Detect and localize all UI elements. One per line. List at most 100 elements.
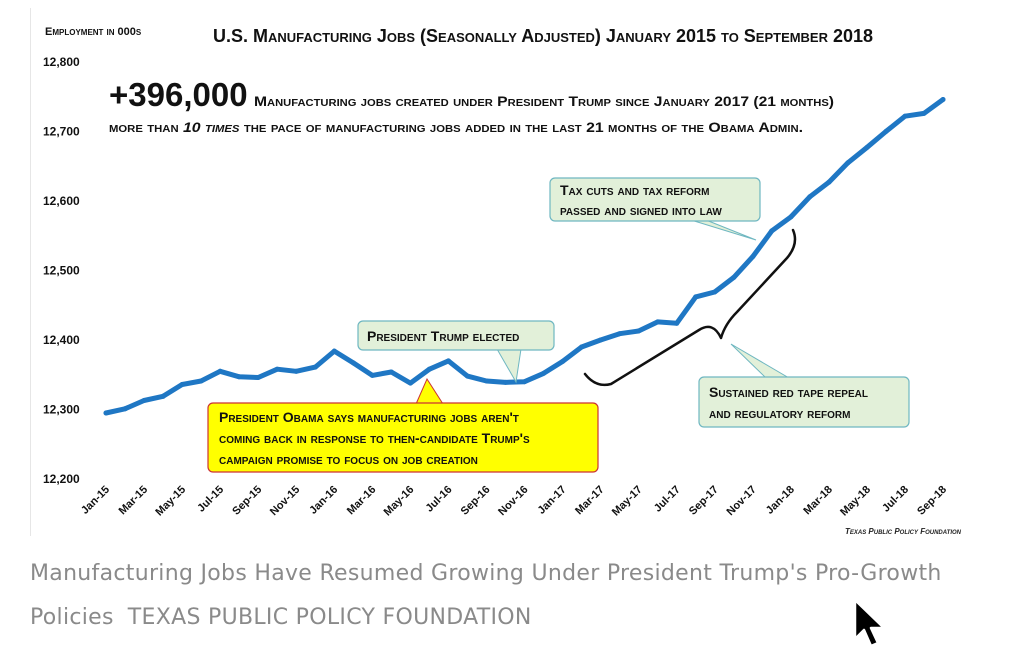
headline-line-2: more than 10 times the pace of manufactu… bbox=[109, 119, 803, 135]
x-tick-label: Mar-15 bbox=[117, 484, 151, 518]
x-tick-label: Jul-16 bbox=[424, 484, 455, 515]
y-tick-label: 12,800 bbox=[43, 55, 80, 69]
data-point bbox=[579, 344, 585, 350]
caption-source: TEXAS PUBLIC POLICY FOUNDATION bbox=[127, 605, 532, 630]
data-point bbox=[560, 359, 565, 364]
data-point bbox=[484, 378, 489, 384]
data-point bbox=[883, 129, 889, 134]
data-point bbox=[674, 320, 680, 326]
y-tick-label: 12,200 bbox=[43, 472, 80, 486]
y-tick-label: 12,500 bbox=[43, 264, 80, 278]
source-note: Texas Public Policy Foundation bbox=[845, 527, 962, 536]
callout-tax-pointer bbox=[690, 219, 757, 241]
x-tick-label: Jan-15 bbox=[79, 484, 112, 517]
data-point bbox=[122, 406, 128, 412]
data-point bbox=[331, 348, 337, 354]
callout-tax-line-2: passed and signed into law bbox=[560, 202, 722, 218]
callout-redtape-line-2: and regulatory reform bbox=[709, 405, 850, 421]
x-tick-label: Mar-18 bbox=[801, 484, 835, 518]
data-point bbox=[826, 179, 832, 185]
brace-path bbox=[583, 228, 797, 387]
data-point bbox=[198, 378, 204, 384]
data-point bbox=[464, 373, 470, 379]
callout-obama-line-2: coming back in response to then-candidat… bbox=[219, 430, 530, 446]
callout-elected-box bbox=[357, 320, 555, 351]
callout-tax-line-1: Tax cuts and tax reform bbox=[560, 182, 709, 198]
callout-redtape-box bbox=[698, 376, 910, 428]
x-tick-label: Mar-16 bbox=[345, 484, 379, 518]
data-point bbox=[902, 113, 908, 119]
callout-elected-pointer bbox=[496, 348, 522, 384]
data-point bbox=[712, 289, 718, 295]
x-tick-label: Sep-15 bbox=[230, 484, 264, 518]
data-point bbox=[693, 294, 699, 300]
headline-line-2-emphasis: 10 times bbox=[183, 119, 240, 135]
callout-obama-line-3: campaign promise to focus on job creatio… bbox=[219, 451, 478, 467]
series-line-manufacturing-jobs bbox=[103, 97, 946, 416]
data-point bbox=[503, 379, 508, 385]
data-point bbox=[807, 194, 813, 200]
series-points bbox=[103, 97, 946, 416]
data-point bbox=[236, 374, 242, 380]
x-tick-label: Jul-15 bbox=[195, 484, 226, 515]
y-axis: 12,200 12,300 12,400 12,500 12,600 12,700 12,8… bbox=[43, 55, 80, 486]
data-point bbox=[407, 380, 413, 386]
figure-caption: Manufacturing Jobs Have Resumed Growing … bbox=[30, 552, 960, 640]
annotation-brace bbox=[583, 228, 797, 387]
x-tick-label: May-16 bbox=[382, 484, 417, 519]
x-tick-label: Jan-18 bbox=[764, 484, 797, 517]
callout-obama-line-1: President Obama says manufacturing jobs … bbox=[219, 409, 519, 425]
x-tick-label: Mar-17 bbox=[573, 484, 607, 518]
callout-trump-elected: President Trump elected bbox=[357, 320, 555, 384]
data-point bbox=[940, 97, 946, 102]
y-tick-label: 12,300 bbox=[43, 403, 80, 417]
data-point bbox=[274, 366, 280, 372]
callout-tax-reform: Tax cuts and tax reform passed and signe… bbox=[549, 177, 761, 241]
x-tick-label: Nov-16 bbox=[496, 484, 530, 518]
headline-line-1: Manufacturing jobs created under Preside… bbox=[254, 93, 834, 109]
data-point bbox=[864, 145, 870, 150]
data-point bbox=[217, 368, 223, 374]
chart-title: U.S. Manufacturing Jobs (Seasonally Adju… bbox=[213, 26, 873, 46]
headline-line-2-post: the pace of manufacturing jobs added in … bbox=[239, 119, 803, 135]
data-point bbox=[541, 370, 546, 376]
x-tick-label: Jan-16 bbox=[307, 484, 340, 517]
data-point bbox=[522, 379, 527, 385]
callout-red-tape: Sustained red tape repeal and regulatory… bbox=[698, 343, 910, 428]
data-point bbox=[179, 382, 185, 387]
data-point bbox=[160, 393, 166, 399]
y-tick-label: 12,600 bbox=[43, 194, 80, 208]
data-point bbox=[617, 331, 623, 337]
chart-figure: Employment in 000s U.S. Manufacturing Jo… bbox=[30, 8, 967, 536]
x-tick-label: Nov-17 bbox=[724, 484, 758, 518]
mouse-pointer-icon bbox=[852, 598, 898, 653]
headline-number: +396,000 bbox=[109, 76, 248, 113]
callout-redtape-line-1: Sustained red tape repeal bbox=[709, 384, 868, 400]
manufacturing-jobs-chart: Employment in 000s U.S. Manufacturing Jo… bbox=[43, 26, 962, 536]
callout-tax-box bbox=[549, 177, 761, 222]
data-point bbox=[141, 398, 147, 403]
caption-text: Manufacturing Jobs Have Resumed Growing … bbox=[30, 561, 942, 630]
callout-elected-line-1: President Trump elected bbox=[367, 328, 519, 344]
x-tick-label: May-18 bbox=[838, 484, 873, 519]
callout-obama-pointer bbox=[415, 377, 444, 405]
callout-obama-quote: President Obama says manufacturing jobs … bbox=[207, 377, 599, 473]
data-point bbox=[731, 274, 737, 280]
data-point bbox=[293, 368, 299, 374]
x-tick-label: May-15 bbox=[153, 484, 188, 519]
data-point bbox=[750, 254, 756, 260]
x-tick-label: Sep-17 bbox=[687, 484, 721, 518]
x-tick-label: Sep-16 bbox=[459, 484, 493, 518]
data-point bbox=[921, 110, 927, 116]
x-tick-label: Jan-17 bbox=[536, 484, 569, 517]
data-point bbox=[426, 366, 432, 372]
data-point bbox=[103, 410, 109, 416]
callout-obama-box bbox=[207, 402, 599, 473]
data-point bbox=[788, 214, 794, 220]
headline-line-2-pre: more than bbox=[109, 119, 183, 135]
x-tick-label: Jul-17 bbox=[652, 484, 683, 515]
data-point bbox=[769, 228, 775, 234]
data-point bbox=[369, 372, 375, 378]
data-point bbox=[845, 160, 851, 166]
y-axis-label: Employment in 000s bbox=[45, 26, 142, 38]
